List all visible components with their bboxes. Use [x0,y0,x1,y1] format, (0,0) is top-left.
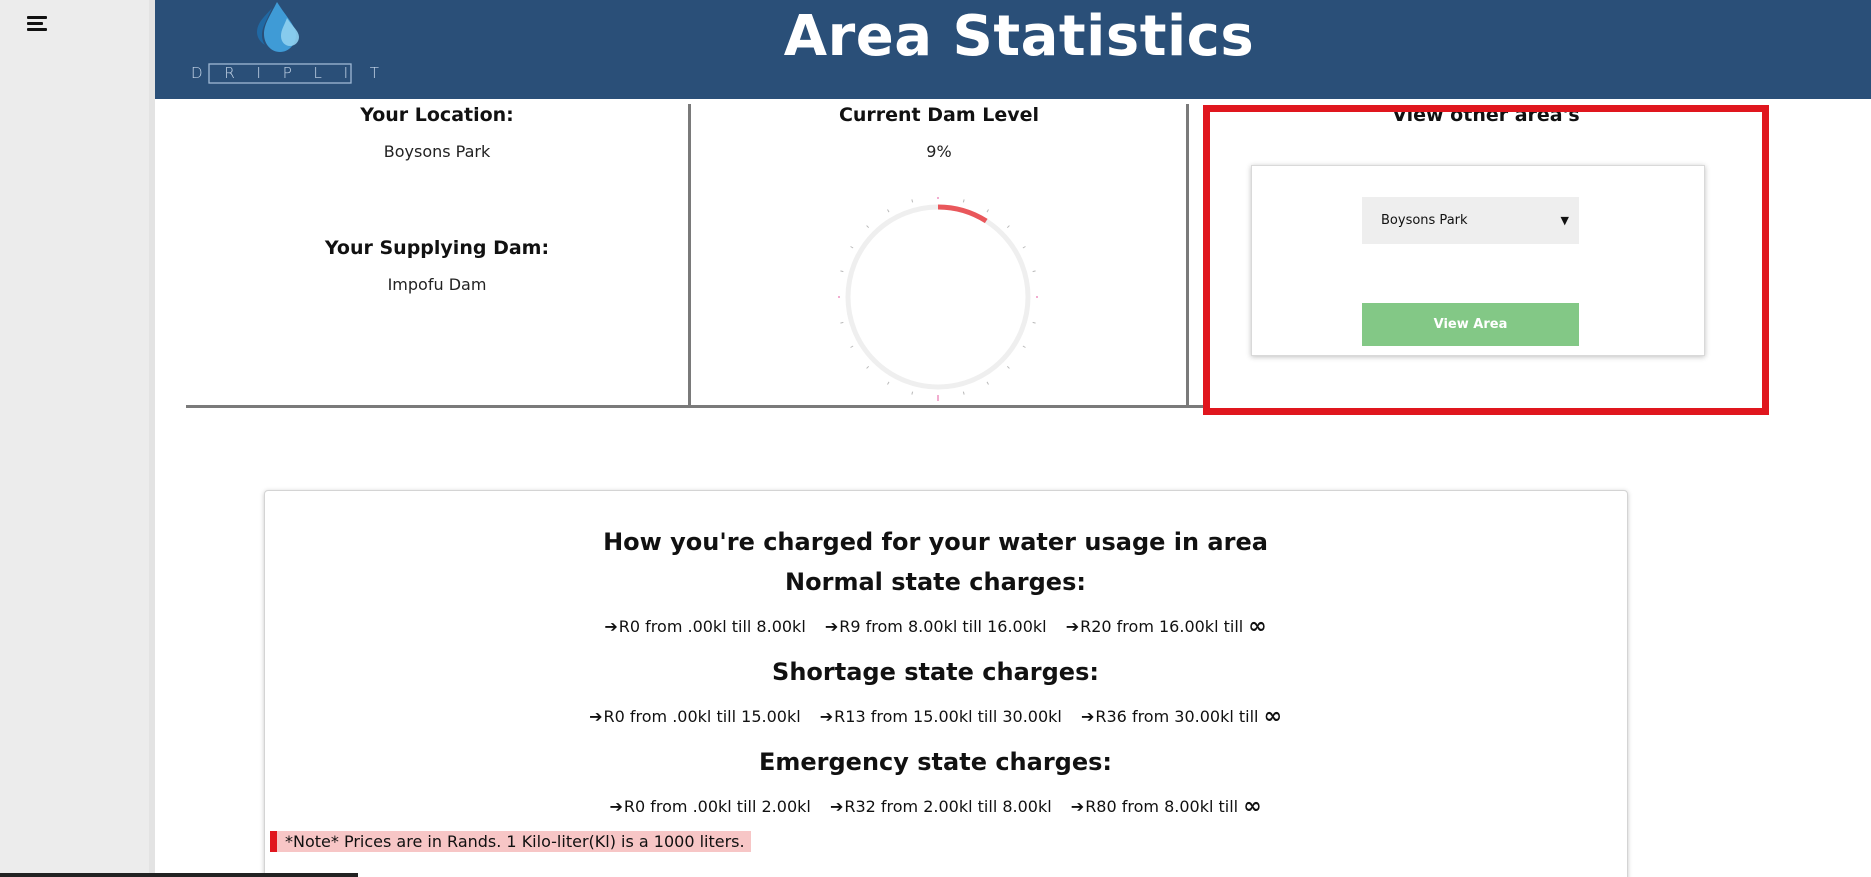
area-dropdown[interactable]: Boysons Park ▼ [1362,197,1579,244]
dam-level-value: 9% [926,142,952,161]
infinity-icon: ∞ [1248,614,1267,639]
highlight-box [1203,105,1769,415]
gauge-track [845,204,1031,390]
arrow-right-icon: ➔ [1080,707,1095,726]
area-dropdown-value: Boysons Park [1381,213,1468,228]
gauge-tick [1032,321,1036,324]
logo-wordmark: D R I P L I T [191,64,379,82]
gauge-tick [911,199,914,203]
logo-frame [208,63,352,84]
location-section: Your Location: Boysons Park Your Supplyi… [186,104,688,294]
arrow-right-icon: ➔ [604,617,618,636]
rate-item: ➔R80 from 8.00kl till ∞ [1070,794,1262,819]
gauge-tick [1022,345,1026,348]
supplying-dam-label: Your Supplying Dam: [324,237,550,259]
water-drop-logo-icon [257,2,299,52]
view-area-button[interactable]: View Area [1362,303,1579,346]
gauge-tick [850,246,854,249]
normal-state-title: Normal state charges: [785,568,1086,596]
arrow-right-icon: ➔ [1070,797,1085,816]
gauge-tick [1006,225,1010,229]
dropdown-caret-icon: ▼ [1560,214,1569,227]
gauge-tick [840,321,844,324]
charges-title: How you're charged for your water usage … [603,528,1268,556]
rate-item: ➔R13 from 15.00kl till 30.00kl [819,707,1062,726]
gauge-value-arc [937,204,988,224]
dam-level-label: Current Dam Level [838,104,1040,126]
supplying-dam-value: Impofu Dam [387,275,487,294]
normal-state-rates: ➔R0 from .00kl till 8.00kl ➔R9 from 8.00… [0,614,1871,639]
rate-item: ➔R0 from .00kl till 8.00kl [604,617,806,636]
gauge-tick [866,225,870,229]
arrow-right-icon: ➔ [819,707,834,726]
page-title: Area Statistics [783,4,1255,69]
dam-level-section: Current Dam Level 9% [690,104,1188,161]
gauge-tick [986,381,989,385]
sidebar-edge [149,0,155,877]
gauge-tick [962,199,965,203]
sidebar [0,0,155,877]
rate-item: ➔R32 from 2.00kl till 8.00kl [829,797,1052,816]
rate-item: ➔R0 from .00kl till 2.00kl [609,797,811,816]
location-value: Boysons Park [383,142,491,161]
gauge-tick [1006,365,1010,369]
driplit-logo[interactable]: D R I P L I T [185,0,385,92]
rate-item: ➔R20 from 16.00kl till ∞ [1065,614,1267,639]
arrow-right-icon: ➔ [589,707,603,726]
section-divider [186,405,1203,408]
arrow-right-icon: ➔ [1065,617,1080,636]
charges-card [264,490,1628,877]
column-divider [688,104,691,408]
gauge-tick [850,345,854,348]
rate-item: ➔R9 from 8.00kl till 16.00kl [824,617,1047,636]
arrow-right-icon: ➔ [609,797,623,816]
infinity-icon: ∞ [1263,704,1282,729]
hamburger-menu-icon[interactable] [27,13,51,33]
rate-item: ➔R36 from 30.00kl till ∞ [1080,704,1282,729]
emergency-state-rates: ➔R0 from .00kl till 2.00kl ➔R32 from 2.0… [0,794,1871,819]
header: D R I P L I T Area Statistics [155,0,1871,99]
horizontal-scrollbar[interactable] [0,873,358,877]
dam-level-gauge [838,197,1038,401]
gauge-tick [1022,246,1026,249]
gauge-tick [962,391,965,395]
location-label: Your Location: [360,104,514,126]
price-note: *Note* Prices are in Rands. 1 Kilo-liter… [270,831,751,852]
gauge-tick [840,270,844,273]
arrow-right-icon: ➔ [829,797,844,816]
gauge-tick [887,381,890,385]
gauge-tick [887,209,890,213]
shortage-state-title: Shortage state charges: [772,658,1099,686]
shortage-state-rates: ➔R0 from .00kl till 15.00kl ➔R13 from 15… [0,704,1871,729]
gauge-tick [866,365,870,369]
column-divider [1186,104,1189,408]
rate-item: ➔R0 from .00kl till 15.00kl [589,707,801,726]
arrow-right-icon: ➔ [824,617,839,636]
emergency-state-title: Emergency state charges: [758,748,1113,776]
gauge-tick [986,209,989,213]
gauge-tick [1032,270,1036,273]
infinity-icon: ∞ [1243,794,1262,819]
gauge-tick [911,391,914,395]
